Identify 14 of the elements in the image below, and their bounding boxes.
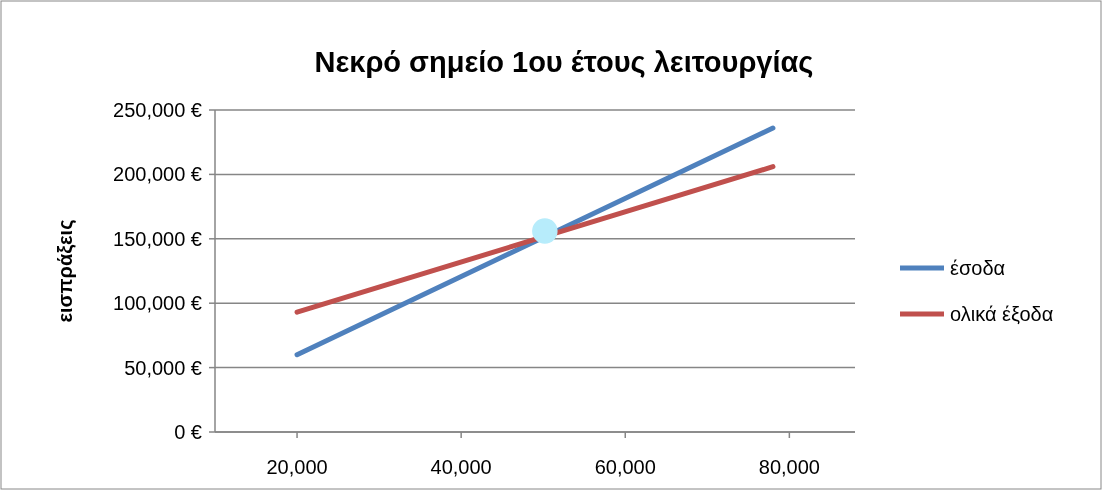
y-tick-label: 200,000 € — [113, 163, 202, 186]
legend-label: ολικά έξοδα — [950, 303, 1054, 325]
x-tick-label: 40,000 — [430, 456, 492, 478]
x-tick-label: 80,000 — [758, 456, 820, 478]
y-tick-label: 0 € — [174, 421, 202, 443]
y-axis-title: εισπράξεις — [54, 219, 76, 323]
chart-title: Νεκρό σημείο 1ου έτους λειτουργίας — [314, 46, 814, 78]
y-tick-label: 150,000 € — [113, 227, 202, 250]
x-tick-label: 60,000 — [594, 456, 656, 478]
y-tick-label: 250,000 € — [113, 99, 202, 121]
y-tick-label: 50,000 € — [124, 356, 202, 379]
y-tick-label: 100,000 € — [113, 292, 202, 315]
legend-label: έσοδα — [950, 257, 1006, 279]
x-tick-label: 20,000 — [266, 456, 328, 478]
